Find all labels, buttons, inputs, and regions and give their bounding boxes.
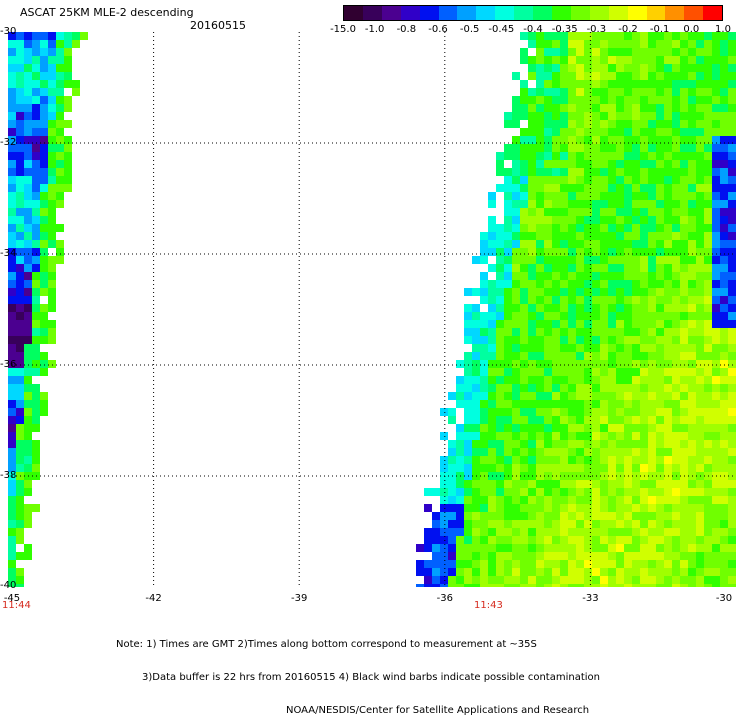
footnotes: Note: 1) Times are GMT 2)Times along bot… — [116, 617, 600, 727]
color-swatch-19 — [703, 6, 723, 20]
latitude-label: -32 — [0, 137, 17, 148]
color-scale-tick: -0.4 — [523, 24, 543, 35]
latitude-label: -40 — [0, 580, 17, 591]
color-swatch-10 — [533, 6, 552, 20]
color-swatch-6 — [457, 6, 477, 20]
color-scale-tick: -0.45 — [488, 24, 515, 35]
color-scale-labels: -15.0 -1.0 -0.8 -0.6 -0.5 -0.45 -0.4 -0.35 -0.3-… — [330, 24, 735, 38]
color-swatch-2 — [381, 6, 401, 20]
latitude-label: -38 — [0, 470, 17, 481]
color-swatch-3 — [400, 6, 420, 20]
graticule — [8, 32, 736, 587]
swath-time-right: 11:43 — [474, 600, 503, 611]
color-scale-bar — [343, 5, 723, 21]
color-swatch-9 — [514, 6, 534, 20]
color-swatch-17 — [665, 6, 685, 20]
color-swatch-13 — [589, 6, 609, 20]
map-date: 20160515 — [190, 19, 246, 32]
color-swatch-18 — [684, 6, 704, 20]
color-swatch-11 — [551, 6, 571, 20]
longitude-label: -42 — [145, 593, 162, 604]
color-swatch-4 — [419, 6, 439, 20]
longitude-label: -45 — [3, 593, 21, 604]
latitude-label: -30 — [0, 26, 17, 37]
longitude-label: -33 — [582, 593, 599, 604]
map-canvas — [8, 32, 736, 587]
latitude-label: -36 — [0, 359, 17, 370]
color-scale-tick: -0.1 — [649, 24, 670, 35]
color-scale-tick: 1.0 — [715, 24, 731, 35]
color-swatch-8 — [495, 6, 515, 20]
data-cells — [8, 32, 736, 587]
longitude-label: -30 — [715, 593, 733, 604]
color-scale-tick: -0.5 — [459, 24, 480, 35]
color-scale-tick: -0.35 — [551, 24, 578, 35]
color-swatch-1 — [362, 6, 382, 20]
color-scale-tick: -1.0 — [364, 24, 385, 35]
color-swatch-5 — [438, 6, 458, 20]
latitude-label: -34 — [0, 248, 17, 259]
color-swatch-12 — [570, 6, 590, 20]
note-line-3: NOAA/NESDIS/Center for Satellite Applica… — [286, 705, 590, 716]
color-swatch-0 — [344, 6, 363, 20]
map-plot-area — [8, 32, 736, 587]
color-swatch-15 — [627, 6, 647, 20]
longitude-label: -36 — [436, 593, 453, 604]
color-scale-tick: 0.0 — [683, 24, 700, 35]
color-swatch-16 — [646, 6, 666, 20]
color-swatch-14 — [608, 6, 628, 20]
color-scale-tick: -0.8 — [396, 24, 417, 35]
map-title: ASCAT 25KM MLE-2 descending — [20, 6, 194, 19]
longitude-label: -39 — [291, 593, 308, 604]
color-swatch-7 — [476, 6, 496, 20]
note-line-1: Note: 1) Times are GMT 2)Times along bot… — [116, 639, 537, 650]
note-line-2: 3)Data buffer is 22 hrs from 20160515 4)… — [142, 672, 600, 683]
swath-time-left: 11:44 — [2, 600, 31, 611]
color-scale-tick: -0.6 — [428, 24, 448, 35]
color-scale-tick: -0.3 — [586, 24, 607, 35]
color-scale-tick: -15.0 — [330, 24, 356, 35]
color-scale-tick: -0.2 — [618, 24, 638, 35]
